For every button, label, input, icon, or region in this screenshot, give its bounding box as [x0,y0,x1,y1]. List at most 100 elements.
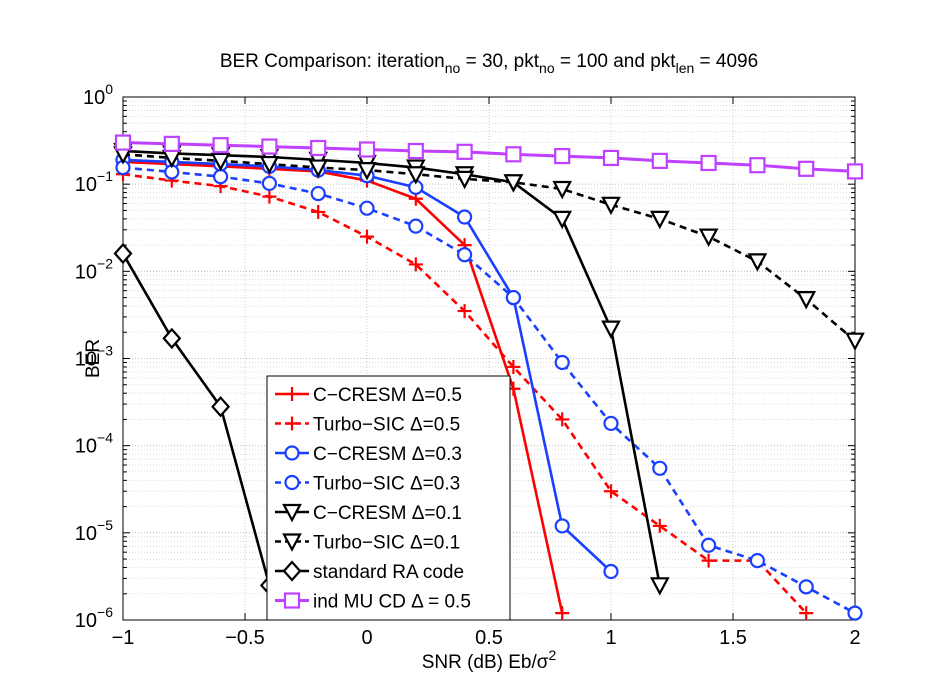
circle-marker-shape [700,537,717,553]
x-tick-label: −1 [112,627,135,649]
plus-marker-shape [285,416,299,431]
triangle-marker-shape [282,533,302,552]
triangle-marker-shape [552,210,573,230]
triangle-marker-shape [649,577,670,596]
square-marker-shape [407,142,424,160]
legend-entry: Turbo−SIC Δ=0.1 [275,533,460,554]
triangle-marker-shape [796,291,817,310]
series-line [122,141,856,173]
data-point [747,253,768,272]
data-point [262,189,277,204]
square-marker-shape [358,141,376,158]
plus-marker-shape [408,257,423,272]
diamond-marker-shape [162,327,182,350]
triangle-marker-shape [454,170,475,190]
x-tick-label: −0.5 [225,627,264,649]
data-point [457,209,473,225]
data-point [506,359,521,374]
plus-marker-shape [360,229,374,244]
square-marker-shape [163,135,180,152]
legend-marker [283,592,301,609]
data-point [604,484,618,499]
data-point [261,138,278,155]
legend-entry: standard RA code [275,560,464,583]
x-tick-label: 1 [605,627,616,649]
legend-entry: ind MU CD Δ = 0.5 [275,592,471,613]
data-point [311,204,326,219]
legend-label: Turbo−SIC Δ=0.5 [313,415,460,436]
data-point [749,157,766,174]
data-point [456,143,473,160]
data-point [601,196,621,216]
plus-marker-shape [701,553,716,568]
data-point [552,210,573,230]
legend-marker [285,416,299,431]
legend-marker [284,474,300,491]
y-axis-label: BER [83,339,104,378]
data-point [603,415,619,432]
plus-marker-shape [555,412,570,427]
series-5 [113,146,865,352]
data-point [649,577,670,596]
y-tick-label: 10−6 [75,604,113,632]
plus-marker-shape [311,204,326,219]
square-marker-shape [456,143,473,160]
data-point [505,289,522,306]
series-line [122,153,856,342]
data-point [698,228,719,247]
data-point [405,166,426,185]
data-point [408,218,424,234]
data-point [457,247,473,263]
data-point [212,137,229,154]
data-point [555,606,570,621]
y-tick-label: 10−5 [75,517,113,545]
data-point [407,142,424,160]
triangle-marker-shape [259,155,280,175]
circle-marker-shape [213,169,229,185]
circle-marker-shape [284,445,300,461]
circle-marker-shape [652,460,668,476]
data-point [603,563,619,580]
series-7 [114,134,864,180]
y-tick-label: 10−2 [75,255,113,283]
circle-marker-shape [798,579,814,595]
data-point [114,134,132,151]
data-point [357,162,377,181]
diamond-marker-shape [282,560,302,582]
series-line [122,160,564,614]
circle-marker-shape [261,175,277,192]
x-axis-label: SNR (dB) Eb/σ2 [422,647,557,673]
data-point [213,169,229,185]
circle-marker-shape [554,354,570,371]
square-marker-shape [554,147,571,165]
data-point [799,606,814,621]
legend-marker [282,533,302,552]
legend-label: Turbo−SIC Δ=0.3 [313,474,460,495]
series-3 [115,159,863,621]
x-tick-label: 0.5 [475,627,503,649]
diamond-marker-shape [113,242,133,265]
data-point [552,180,573,200]
legend-entry: C−CRESM Δ=0.1 [275,503,462,524]
plus-marker-shape [652,518,667,533]
triangle-marker-shape [601,196,621,216]
legend-label: standard RA code [313,562,464,583]
circle-marker-shape [603,415,619,432]
plus-marker-shape [555,606,570,621]
legend-label: Turbo−SIC Δ=0.1 [313,533,460,554]
legend-entry: C−CRESM Δ=0.5 [275,385,462,406]
data-point [503,174,524,193]
x-tick-label: 0 [361,627,372,649]
square-marker-shape [846,163,864,180]
data-point [701,553,716,568]
legend-entry: Turbo−SIC Δ=0.5 [275,415,460,436]
legend-marker [284,445,300,461]
circle-marker-shape [505,289,522,306]
square-marker-shape [114,134,132,151]
legend-entry: C−CRESM Δ=0.3 [275,444,462,465]
data-point [555,412,570,427]
legend-marker [282,503,302,523]
legend-marker [285,387,299,401]
data-point [652,518,667,533]
y-tick-label: 10−3 [75,343,113,371]
